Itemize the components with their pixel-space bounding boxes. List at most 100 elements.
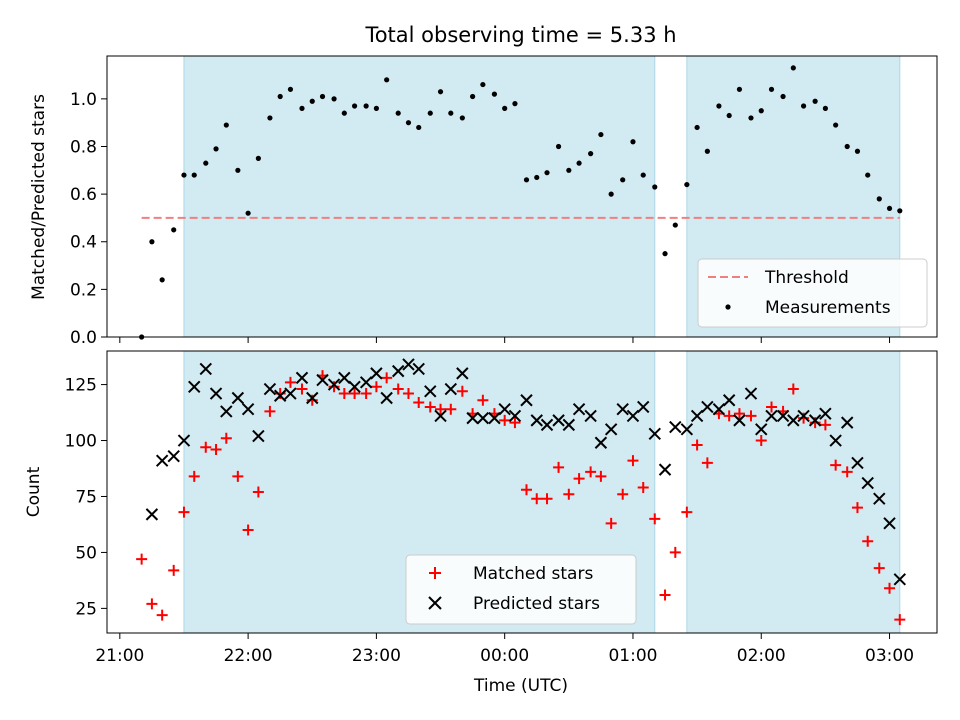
matched-star-marker [841,466,853,478]
measurement-point [726,112,732,119]
predicted-star-marker [819,407,832,420]
measurement-point [459,115,465,121]
measurement-point [630,139,636,145]
matched-star-marker [766,401,778,413]
matched-star-marker [617,488,629,500]
measurement-point [812,98,818,104]
predicted-star-marker [327,378,341,391]
matched-star-marker [146,598,158,610]
measurement-point [854,148,861,154]
matched-star-marker [349,388,361,400]
predicted-star-marker [424,385,437,398]
predicted-star-marker [498,402,511,416]
predicted-star-marker [776,409,790,423]
predicted-star-marker [370,367,383,380]
matched-star-marker [553,461,565,473]
predicted-star-marker [466,411,479,425]
measurement-point [716,103,722,109]
predicted-stars-points [145,358,907,586]
matched-star-marker [456,385,468,397]
predicted-star-marker [562,418,576,432]
measurement-point [437,89,444,95]
measurement-point [267,115,273,121]
measurement-point [203,160,209,166]
matched-star-marker [284,376,296,388]
predicted-star-marker [306,391,319,405]
matched-star-marker [873,562,885,574]
measurement-point [620,177,626,183]
predicted-star-marker [488,411,501,425]
matched-star-marker [894,614,906,626]
x-tick-label: 22:00 [224,646,273,666]
predicted-star-marker [658,463,672,476]
measurement-point [235,167,241,173]
chart-title: Total observing time = 5.33 h [364,23,676,47]
matched-star-marker [252,486,264,498]
matched-star-marker [605,517,617,529]
predicted-star-marker [648,427,661,441]
matched-star-marker [745,410,757,422]
matched-star-marker [595,470,607,482]
predicted-star-marker [284,387,297,400]
predicted-star-marker [145,508,159,521]
measurement-point [512,101,518,107]
y-tick-label: 1.0 [70,90,97,110]
top-panel: 0.0 0.2 0.4 0.6 0.8 1.0 Matched/Predicted sta… [29,55,938,348]
y-tick-label: 50 [75,543,97,563]
matched-star-marker [424,401,436,413]
matched-star-marker [360,388,372,400]
predicted-star-marker [359,376,373,389]
predicted-star-marker [520,394,533,407]
observing-window-band [686,350,901,634]
predicted-star-marker [231,391,245,405]
measurement-point [748,115,754,121]
measurement-point [780,93,786,100]
predicted-star-marker [241,402,255,416]
measurement-point [395,110,401,116]
top-legend: Threshold Measurements [697,258,928,328]
matched-star-marker [435,403,447,415]
predicted-star-marker [338,371,351,385]
measurement-point [684,181,690,188]
matched-star-marker [296,383,308,395]
predicted-star-marker [402,358,415,371]
measurement-point [844,143,850,150]
matched-star-marker [787,383,799,395]
matched-star-marker [178,506,190,518]
measurement-point [373,105,379,111]
matched-star-marker [328,381,340,393]
bottom-panel: 25 50 75 100 125 21:00 22:00 23:00 00:00 01:00 02… [24,350,938,696]
measurement-point [363,103,369,109]
matched-star-marker [862,535,874,547]
matched-star-marker [627,455,639,467]
matched-star-marker [392,383,404,395]
legend-predicted-swatch [428,596,442,610]
measurement-point [598,131,604,138]
predicted-star-marker [584,409,597,423]
predicted-star-marker [199,362,212,376]
measurement-point [704,148,710,154]
predicted-star-marker [744,387,758,400]
x-tick-label: 03:00 [865,646,914,666]
top-plot-frame [106,55,938,338]
measurement-point [576,160,582,166]
matched-star-marker [264,405,276,417]
predicted-star-marker [765,409,778,423]
matched-star-marker [232,470,244,482]
measurement-point [800,103,807,109]
measurement-point [255,155,261,161]
predicted-star-marker [456,367,469,380]
measurement-point [534,174,540,181]
top-y-axis-title: Matched/Predicted stars [29,94,49,300]
matched-star-marker [520,484,532,496]
matched-star-marker [809,417,821,429]
measurement-point [790,65,796,71]
measurement-point [287,86,294,92]
predicted-star-marker [380,391,393,405]
measurement-point [191,172,197,178]
measurement-point [588,151,594,157]
measurement-point [865,172,871,178]
predicted-star-marker [712,402,726,416]
top-y-ticks: 0.0 0.2 0.4 0.6 0.8 1.0 [70,90,107,348]
matched-star-marker [669,546,681,558]
